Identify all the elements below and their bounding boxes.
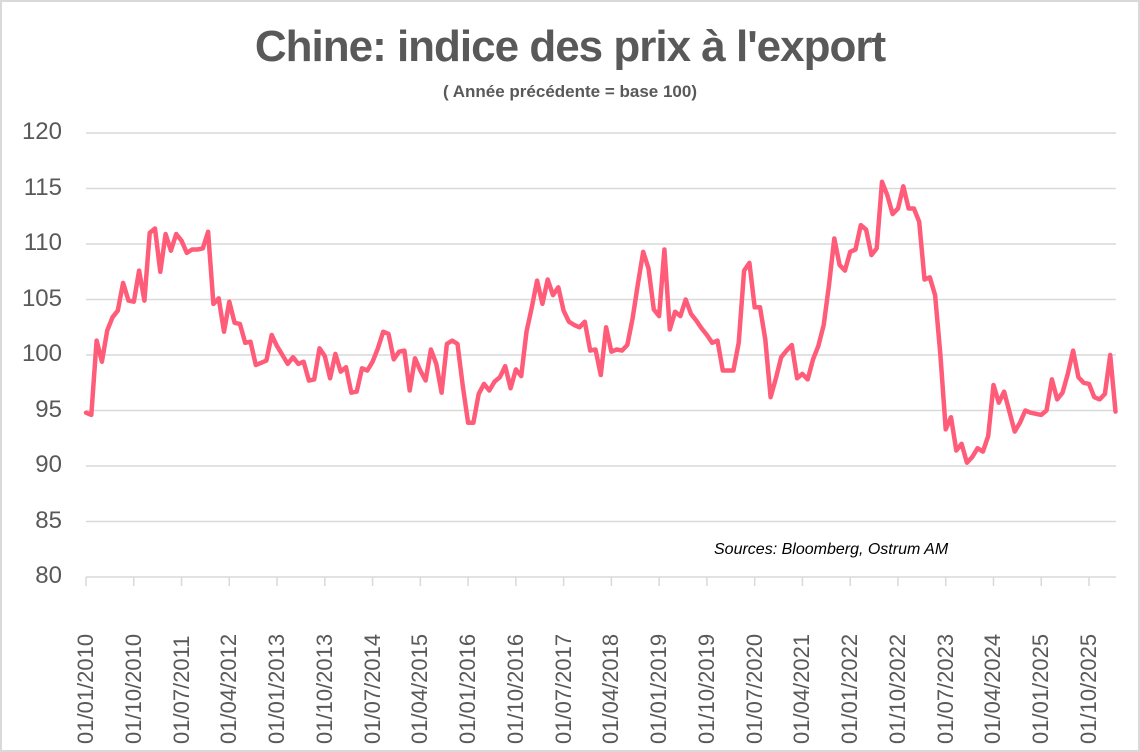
y-tick-label: 100 [21,340,62,367]
y-tick-label: 90 [35,451,62,478]
y-tick-label: 80 [35,562,62,589]
chart-subtitle: ( Année précédente = base 100) [442,82,697,101]
source-annotation: Sources: Bloomberg, Ostrum AM [714,541,949,558]
x-axis [85,576,1116,586]
y-tick-label: 105 [21,284,62,312]
y-tick-label: 110 [23,229,62,256]
y-tick-label: 120 [21,118,62,145]
chart-title: Chine: indice des prix à l'export [254,22,886,71]
y-tick-label: 85 [35,506,62,534]
y-tick-label: 95 [35,395,62,423]
gridlines [86,132,1116,523]
series-line [83,179,1118,465]
y-tick-label: 115 [23,173,62,201]
